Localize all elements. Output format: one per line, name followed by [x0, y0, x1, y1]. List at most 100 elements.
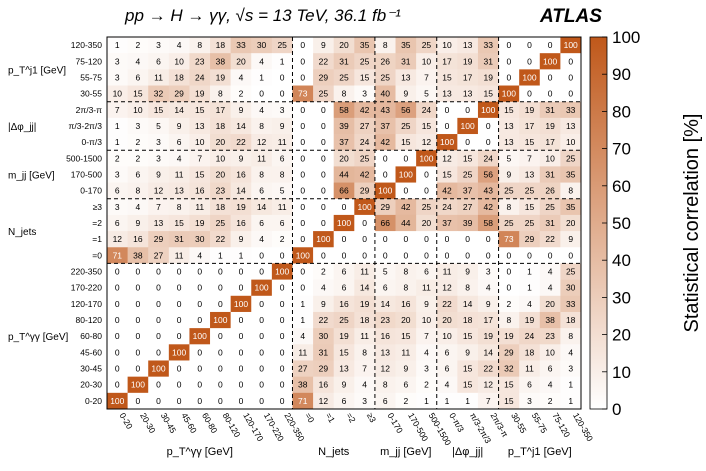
- heatmap-cell: [519, 279, 541, 297]
- heatmap-cell: [189, 69, 211, 86]
- cell-value: 42: [360, 169, 370, 179]
- heatmap-cell: [333, 311, 355, 329]
- heatmap-cell: [251, 85, 273, 103]
- cell-value: 0: [548, 40, 553, 50]
- heatmap-cell: [230, 53, 252, 70]
- heatmap-cell: [498, 376, 520, 394]
- heatmap-cell: [354, 85, 376, 103]
- heatmap-cell: [251, 311, 273, 329]
- heatmap-cell: [230, 328, 252, 345]
- heatmap-cell: [333, 231, 355, 248]
- heatmap-cell: [498, 231, 520, 248]
- cell-value: 20: [339, 153, 349, 163]
- heatmap-cell: [313, 214, 335, 232]
- cell-value: 4: [548, 267, 553, 277]
- heatmap-cell: [519, 150, 541, 167]
- heatmap-cell: [539, 182, 561, 200]
- heatmap-cell: [210, 295, 232, 313]
- cell-value: 12: [319, 396, 329, 406]
- cell-value: 2: [136, 153, 141, 163]
- cell-value: 37: [442, 218, 452, 228]
- heatmap-cell: [292, 101, 314, 119]
- cell-value: 29: [380, 202, 390, 212]
- heatmap-cell: [292, 69, 314, 86]
- cell-value: 27: [463, 202, 473, 212]
- heatmap-cell: [416, 311, 438, 329]
- heatmap-cell: [477, 101, 499, 119]
- heatmap-cell: [230, 231, 252, 248]
- heatmap-cell: [127, 279, 149, 297]
- cell-value: 0: [177, 299, 182, 309]
- cell-value: 0: [280, 331, 285, 341]
- heatmap-cell: [168, 166, 190, 183]
- heatmap-cell: [333, 182, 355, 200]
- cell-value: 0: [136, 364, 141, 374]
- cell-value: 25: [401, 121, 411, 131]
- cell-value: 3: [156, 153, 161, 163]
- y-group-label: m_jj [GeV]: [8, 170, 55, 181]
- heatmap-cell: [230, 166, 252, 183]
- cell-value: 6: [342, 396, 347, 406]
- heatmap-cell: [498, 37, 520, 54]
- heatmap-cell: [436, 101, 458, 119]
- colorbar-tick-label: 30: [612, 288, 631, 307]
- heatmap-cell: [210, 134, 232, 151]
- heatmap-cell: [333, 134, 355, 151]
- cell-value: 0: [568, 72, 573, 82]
- cell-value: 17: [484, 315, 494, 325]
- x-tick-label: 60-80: [200, 411, 220, 435]
- heatmap-cell: [148, 214, 170, 232]
- cell-value: 0: [321, 250, 326, 260]
- x-group-label: p_T^γγ [GeV]: [167, 446, 233, 458]
- cell-value: 0: [548, 72, 553, 82]
- heatmap-cell: [148, 295, 170, 313]
- heatmap-cell: [168, 360, 190, 378]
- cell-value: 25: [216, 218, 226, 228]
- cell-value: 8: [403, 283, 408, 293]
- cell-value: 15: [154, 105, 164, 115]
- cell-value: 0: [177, 267, 182, 277]
- heatmap-cell: [271, 117, 293, 135]
- cell-value: 25: [380, 72, 390, 82]
- heatmap-cell: [416, 328, 438, 345]
- heatmap-cell: [436, 279, 458, 297]
- cell-value: 0: [300, 56, 305, 66]
- heatmap-cell: [477, 392, 499, 410]
- cell-value: 23: [380, 315, 390, 325]
- cell-value: 0: [136, 299, 141, 309]
- heatmap-cell: [230, 360, 252, 378]
- cell-value: 16: [195, 186, 205, 196]
- cell-value: 1: [568, 396, 573, 406]
- heatmap-cell: [395, 53, 417, 70]
- cell-value: 39: [339, 121, 349, 131]
- cell-value: 6: [115, 218, 120, 228]
- heatmap-cell: [292, 344, 314, 361]
- heatmap-cell: [560, 279, 582, 297]
- cell-value: 8: [507, 202, 512, 212]
- cell-value: 14: [257, 202, 267, 212]
- heatmap-cell: [519, 360, 541, 378]
- cell-value: 0: [280, 347, 285, 357]
- heatmap-cell: [292, 231, 314, 248]
- x-tick-label: 45-60: [179, 411, 199, 435]
- heatmap-cell: [333, 150, 355, 167]
- cell-value: 30: [257, 40, 267, 50]
- heatmap-cell: [477, 231, 499, 248]
- cell-value: 11: [525, 364, 534, 374]
- cell-value: 25: [463, 169, 473, 179]
- cell-value: 0: [177, 331, 182, 341]
- heatmap-cell: [457, 344, 479, 361]
- y-tick-label: 2π/3-π: [76, 105, 103, 115]
- y-tick-label: 20-30: [80, 380, 102, 390]
- cell-value: 25: [339, 315, 349, 325]
- heatmap-cell: [374, 53, 396, 70]
- heatmap-cell: [457, 182, 479, 200]
- x-group-label: N_jets: [318, 446, 350, 458]
- heatmap-cell: [374, 150, 396, 167]
- cell-value: 10: [216, 153, 226, 163]
- heatmap-cell: [168, 295, 190, 313]
- cell-value: 15: [504, 396, 514, 406]
- heatmap-cell: [210, 360, 232, 378]
- cell-value: 15: [442, 72, 452, 82]
- cell-value: 0: [280, 299, 285, 309]
